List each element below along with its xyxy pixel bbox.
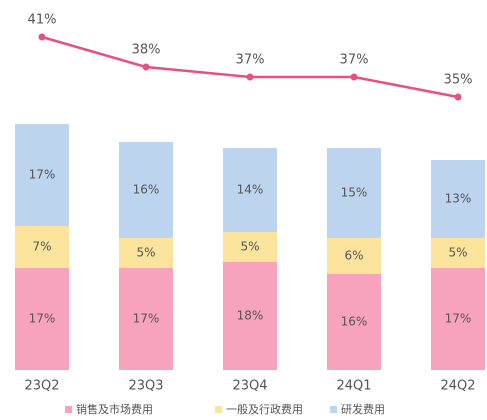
bar-segment	[223, 148, 277, 232]
line-label: 35%	[444, 73, 473, 88]
data-label: 16%	[133, 183, 160, 197]
legend-label: 一般及行政费用	[226, 402, 303, 416]
data-label: 7%	[32, 240, 51, 254]
legend-label: 研发费用	[341, 402, 385, 416]
data-label: 18%	[237, 309, 264, 323]
data-label: 17%	[445, 312, 472, 326]
data-label: 13%	[445, 192, 472, 206]
bar-segment	[15, 268, 69, 370]
x-tick-label: 23Q4	[232, 379, 267, 394]
line-label: 41%	[28, 13, 57, 28]
x-tick-label: 23Q3	[128, 379, 163, 394]
bar-segment	[327, 274, 381, 370]
x-tick-label: 24Q2	[440, 379, 475, 394]
data-label: 16%	[341, 315, 368, 329]
bar-segment	[327, 148, 381, 238]
data-label: 14%	[237, 183, 264, 197]
legend-marker	[215, 406, 222, 413]
line-point	[350, 73, 358, 81]
x-tick-label: 24Q1	[336, 379, 371, 394]
line-point	[38, 33, 46, 41]
bar-segment	[15, 226, 69, 268]
x-tick-label: 23Q2	[24, 379, 59, 394]
line-point	[142, 63, 150, 71]
data-label: 15%	[341, 186, 368, 200]
bar-segment	[223, 262, 277, 370]
line-label: 37%	[340, 53, 369, 68]
data-label: 5%	[136, 246, 155, 260]
legend-marker	[330, 406, 337, 413]
bar-segment	[327, 238, 381, 274]
legend-marker	[65, 406, 72, 413]
line-label: 38%	[132, 43, 161, 58]
line-point	[246, 73, 254, 81]
legend-label: 销售及市场费用	[76, 402, 153, 416]
bar-segment	[223, 232, 277, 262]
bar-segment	[119, 268, 173, 370]
data-label: 17%	[133, 312, 160, 326]
bar-segment	[119, 238, 173, 268]
line-point	[454, 93, 462, 101]
bar-segment	[119, 142, 173, 238]
bar-segment	[431, 160, 485, 238]
data-label: 6%	[344, 249, 363, 263]
data-label: 5%	[448, 246, 467, 260]
data-label: 5%	[240, 240, 259, 254]
bar-segment	[431, 268, 485, 370]
line-label: 37%	[236, 53, 265, 68]
bar-segment	[431, 238, 485, 268]
data-label: 17%	[29, 168, 56, 182]
bar-segment	[15, 124, 69, 226]
data-label: 17%	[29, 312, 56, 326]
